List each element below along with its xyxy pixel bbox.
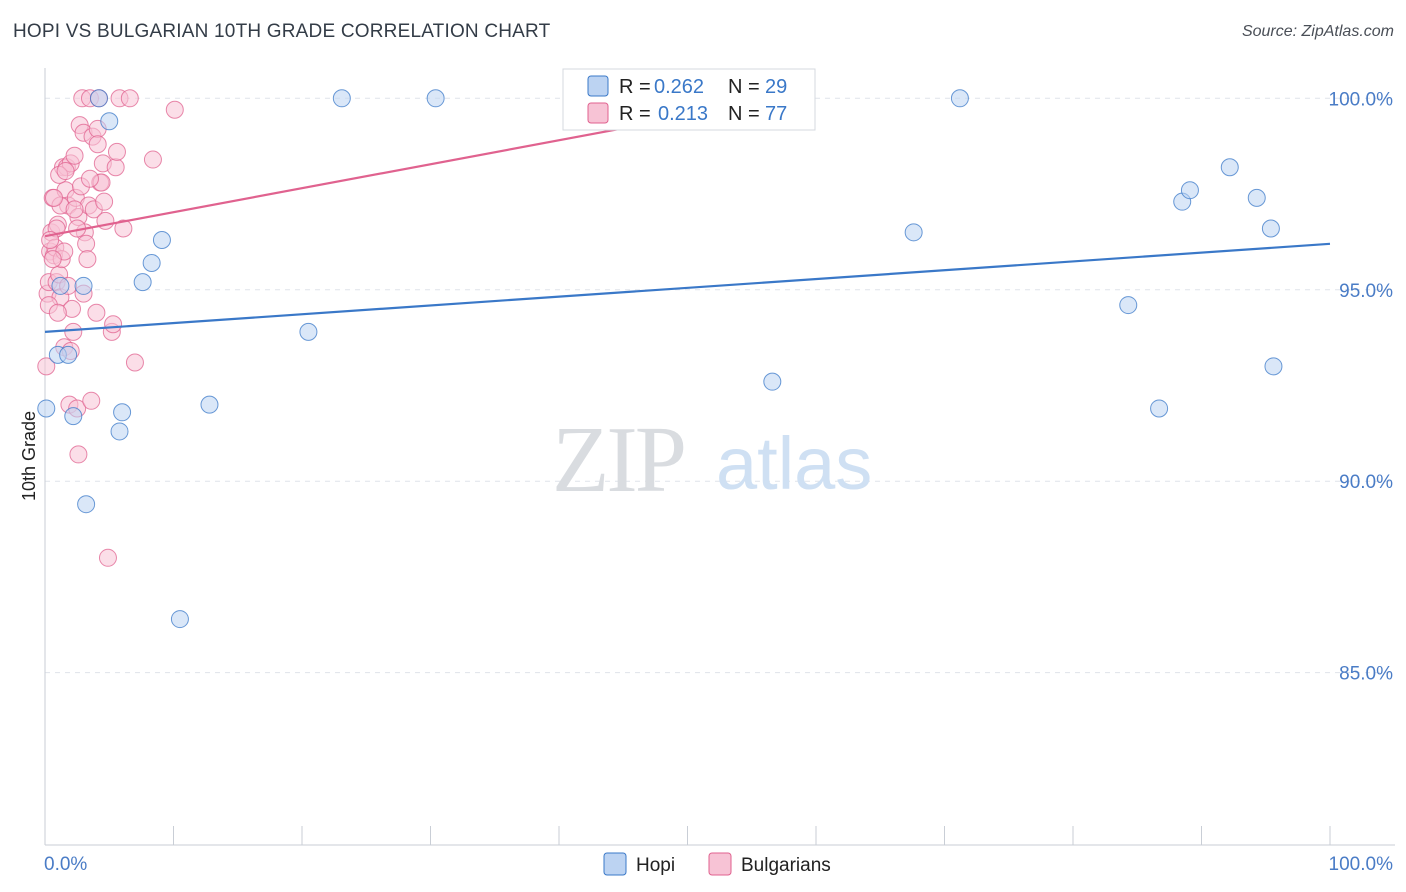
bulgarians-point xyxy=(95,192,114,211)
hopi-trend-line xyxy=(44,242,1331,333)
y-tick-label: 90.0% xyxy=(1339,472,1393,493)
hopi-point xyxy=(1119,296,1138,315)
hopi-point xyxy=(1180,181,1199,200)
y-tick-label: 100.0% xyxy=(1329,89,1394,110)
y-tick-label: 95.0% xyxy=(1339,281,1393,302)
x-tick-label: 100.0% xyxy=(1329,854,1394,875)
legend: R = 0.262 N = 29 R = 0.213 N = 77 xyxy=(562,68,816,131)
bulgarians-point xyxy=(104,315,123,334)
hopi-point xyxy=(763,372,782,391)
hopi-point xyxy=(74,276,93,295)
legend-hopi-n-label: N = xyxy=(728,76,760,98)
bottom-legend-hopi-swatch xyxy=(603,852,627,876)
hopi-point xyxy=(1247,188,1266,207)
hopi-point xyxy=(299,322,318,341)
legend-hopi-swatch xyxy=(587,75,609,97)
bottom-legend-hopi-label: Hopi xyxy=(636,855,675,876)
bulgarians-point xyxy=(106,158,125,177)
hopi-point xyxy=(1220,158,1239,177)
bulgarians-point xyxy=(43,250,62,269)
hopi-point xyxy=(64,407,83,426)
y-tick-label: 85.0% xyxy=(1339,664,1393,685)
bulgarians-point xyxy=(77,234,96,253)
bulgarians-point xyxy=(88,135,107,154)
watermark-zip: ZIP xyxy=(552,408,684,512)
bottom-legend-bulgarians-swatch xyxy=(708,852,732,876)
bulgarians-point xyxy=(48,303,67,322)
bulgarians-point xyxy=(37,357,56,376)
hopi-point xyxy=(133,273,152,292)
bottom-legend: Hopi Bulgarians xyxy=(603,852,831,876)
hopi-point xyxy=(51,276,70,295)
bulgarians-point xyxy=(98,548,117,567)
hopi-point xyxy=(1150,399,1169,418)
legend-bulgarians-n-value: 77 xyxy=(765,103,787,125)
legend-bulgarians-r-label: R = xyxy=(619,103,651,125)
bottom-legend-bulgarians-label: Bulgarians xyxy=(741,855,831,876)
hopi-point xyxy=(1264,357,1283,376)
legend-bulgarians-swatch xyxy=(587,102,609,124)
watermark-atlas: atlas xyxy=(716,422,872,505)
bulgarians-point xyxy=(56,162,75,181)
hopi-point xyxy=(113,403,132,422)
hopi-point xyxy=(59,345,78,364)
hopi-point xyxy=(200,395,219,414)
hopi-points xyxy=(37,89,1283,629)
bulgarians-point xyxy=(125,353,144,372)
hopi-point xyxy=(170,610,189,629)
x-tick-label: 0.0% xyxy=(44,854,87,875)
trend-lines xyxy=(44,97,1331,333)
bulgarians-points xyxy=(37,89,813,567)
hopi-point xyxy=(142,253,161,272)
legend-hopi-r-value: 0.262 xyxy=(654,76,704,98)
hopi-point xyxy=(37,399,56,418)
legend-bulgarians-r-value: 0.213 xyxy=(658,103,708,125)
bulgarians-point xyxy=(165,100,184,119)
watermark: ZIP atlas xyxy=(552,408,872,512)
bulgarians-point xyxy=(120,89,139,108)
hopi-point xyxy=(77,495,96,514)
y-axis-label: 10th Grade xyxy=(19,411,39,501)
hopi-point xyxy=(152,230,171,249)
hopi-point xyxy=(1261,219,1280,238)
hopi-point xyxy=(426,89,445,108)
bulgarians-point xyxy=(107,142,126,161)
y-tick-labels: 100.0% 95.0% 90.0% 85.0% xyxy=(1329,89,1394,684)
bulgarians-point xyxy=(78,250,97,269)
legend-hopi-n-value: 29 xyxy=(765,76,787,98)
bulgarians-point xyxy=(114,219,133,238)
bulgarians-point xyxy=(65,200,84,219)
legend-hopi-r-label: R = xyxy=(619,76,651,98)
bulgarians-point xyxy=(64,322,83,341)
axes xyxy=(44,68,1395,846)
source-label: Source: ZipAtlas.com xyxy=(1241,23,1394,40)
hopi-point xyxy=(110,422,129,441)
bulgarians-point xyxy=(80,169,99,188)
x-tick-labels: 0.0% 100.0% xyxy=(44,854,1393,875)
hopi-point xyxy=(332,89,351,108)
bulgarians-point xyxy=(143,150,162,169)
bulgarians-point xyxy=(44,188,63,207)
bulgarians-point xyxy=(65,146,84,165)
hopi-point xyxy=(904,223,923,242)
bulgarians-point xyxy=(69,445,88,464)
bulgarians-point xyxy=(87,303,106,322)
chart-title: HOPI VS BULGARIAN 10TH GRADE CORRELATION… xyxy=(13,21,551,42)
hopi-point xyxy=(89,89,108,108)
bulgarians-point xyxy=(82,391,101,410)
legend-bulgarians-n-label: N = xyxy=(728,103,760,125)
hopi-point xyxy=(950,89,969,108)
hopi-point xyxy=(100,112,119,131)
